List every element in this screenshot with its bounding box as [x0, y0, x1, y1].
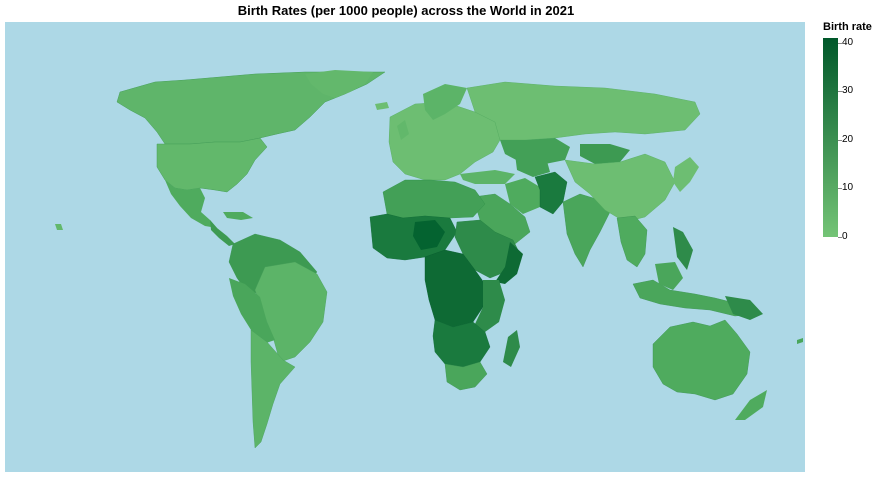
region-east-africa[interactable]	[475, 280, 505, 332]
region-southeast-asia[interactable]	[616, 215, 648, 268]
region-japan-korea[interactable]	[673, 157, 699, 192]
region-central-asia[interactable]	[515, 154, 550, 177]
legend-tick	[838, 140, 842, 141]
legend-tick-label: 0	[842, 231, 848, 242]
region-canada-alaska[interactable]	[116, 71, 386, 145]
region-india[interactable]	[562, 193, 611, 268]
region-argentina-chile[interactable]	[250, 329, 296, 449]
region-philippines[interactable]	[673, 227, 693, 270]
legend-tick-label: 10	[842, 182, 854, 193]
map-svg	[5, 22, 805, 472]
region-papua-new-guinea[interactable]	[725, 296, 763, 320]
legend-title: Birth rate	[823, 21, 872, 33]
region-russia[interactable]	[466, 81, 701, 141]
region-afghanistan-pakistan[interactable]	[534, 171, 568, 215]
legend-tick	[838, 237, 842, 238]
region-peru-bolivia[interactable]	[229, 278, 275, 344]
region-south-africa[interactable]	[444, 361, 488, 391]
region-mexico[interactable]	[165, 180, 217, 228]
legend-tick	[838, 188, 842, 189]
region-niger[interactable]	[413, 220, 445, 250]
region-uk[interactable]	[397, 120, 409, 140]
region-mongolia[interactable]	[580, 144, 630, 164]
region-somalia[interactable]	[495, 242, 523, 284]
world-map	[5, 22, 805, 472]
region-pacific-islands[interactable]	[797, 338, 803, 344]
legend-tick	[838, 91, 842, 92]
region-turkey-caucasus[interactable]	[460, 170, 515, 184]
region-caribbean[interactable]	[223, 212, 253, 220]
region-hawaii[interactable]	[55, 224, 63, 230]
legend-color-bar	[823, 38, 838, 237]
legend-tick-label: 20	[842, 134, 854, 145]
region-central-america[interactable]	[210, 220, 235, 246]
region-iceland[interactable]	[375, 102, 389, 110]
region-united-states[interactable]	[156, 137, 268, 193]
region-new-zealand[interactable]	[735, 390, 767, 420]
region-australia[interactable]	[652, 319, 751, 401]
region-greenland[interactable]	[305, 70, 373, 98]
region-central-africa[interactable]	[424, 249, 486, 328]
region-madagascar[interactable]	[503, 330, 520, 367]
map-title: Birth Rates (per 1000 people) across the…	[237, 3, 575, 18]
legend-tick-label: 30	[842, 85, 854, 96]
region-china[interactable]	[564, 153, 676, 223]
region-borneo[interactable]	[655, 262, 683, 290]
legend-tick	[838, 43, 842, 44]
region-iran[interactable]	[505, 178, 540, 214]
legend-tick-label: 40	[842, 37, 854, 48]
region-scandinavia[interactable]	[423, 84, 467, 120]
